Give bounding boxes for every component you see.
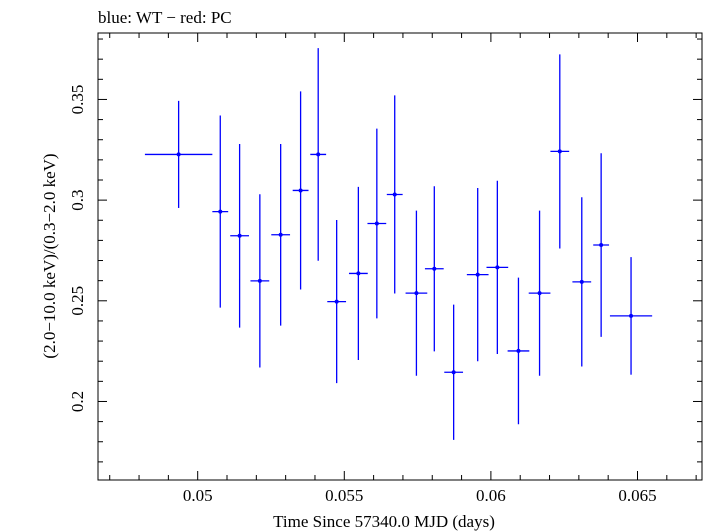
y-tick-label: 0.2 xyxy=(68,391,87,412)
data-point xyxy=(212,115,229,308)
x-tick-label: 0.06 xyxy=(476,486,506,505)
data-point xyxy=(230,143,249,328)
point-marker xyxy=(176,152,181,157)
point-marker xyxy=(414,291,419,296)
data-point xyxy=(424,186,444,352)
data-point xyxy=(486,180,509,354)
chart-title: blue: WT − red: PC xyxy=(98,8,232,27)
data-point xyxy=(271,143,291,326)
x-tick-label: 0.055 xyxy=(325,486,363,505)
point-marker xyxy=(218,209,223,214)
point-marker xyxy=(557,149,562,154)
point-marker xyxy=(356,271,361,276)
data-point xyxy=(550,54,570,249)
point-marker xyxy=(298,188,303,193)
point-marker xyxy=(316,152,321,157)
point-marker xyxy=(599,243,604,248)
data-point xyxy=(367,128,387,319)
data-point xyxy=(528,210,551,376)
point-marker xyxy=(451,370,456,375)
data-point xyxy=(507,277,530,425)
data-point xyxy=(292,91,309,290)
data-points xyxy=(144,48,653,440)
point-marker xyxy=(537,291,542,296)
data-point xyxy=(348,186,368,360)
point-marker xyxy=(392,192,397,197)
data-point xyxy=(250,194,270,368)
point-marker xyxy=(516,348,521,353)
data-point xyxy=(444,304,464,440)
plot-frame xyxy=(97,32,703,481)
x-tick-label: 0.05 xyxy=(183,486,213,505)
data-point xyxy=(405,210,428,376)
y-tick-label: 0.3 xyxy=(68,189,87,210)
y-tick-label: 0.25 xyxy=(68,286,87,316)
point-marker xyxy=(278,232,283,237)
data-point xyxy=(609,257,653,375)
data-point xyxy=(572,197,592,367)
data-point xyxy=(144,100,213,208)
y-tick-label: 0.35 xyxy=(68,85,87,115)
data-point xyxy=(466,188,489,362)
data-point xyxy=(593,153,610,337)
point-marker xyxy=(432,266,437,271)
point-marker xyxy=(495,265,500,270)
data-point xyxy=(310,48,327,261)
point-marker xyxy=(334,299,339,304)
point-marker xyxy=(629,313,634,318)
point-marker xyxy=(257,278,262,283)
x-axis-ticks: 0.05 0.055 0.06 0.065 xyxy=(109,33,697,505)
data-point xyxy=(327,220,347,384)
y-axis-label: (2.0−10.0 keV)/(0.3−2.0 keV) xyxy=(40,153,59,358)
x-axis-label: Time Since 57340.0 MJD (days) xyxy=(273,512,495,531)
point-marker xyxy=(374,221,379,226)
point-marker xyxy=(579,279,584,284)
point-marker xyxy=(475,272,480,277)
point-marker xyxy=(237,233,242,238)
y-axis-ticks: 0.2 0.25 0.3 0.35 xyxy=(68,38,702,463)
data-point xyxy=(386,95,403,294)
x-tick-label: 0.065 xyxy=(618,486,656,505)
